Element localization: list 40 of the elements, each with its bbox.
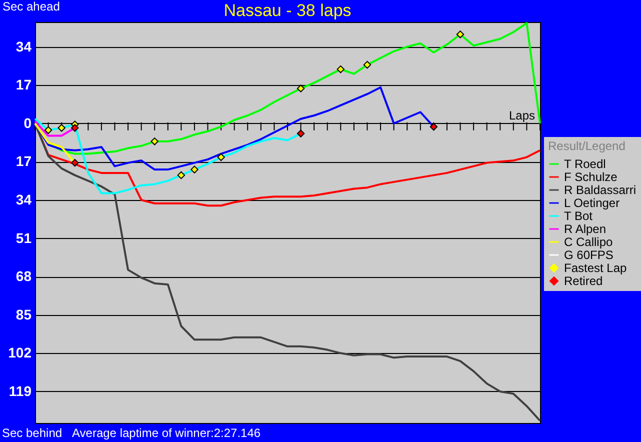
legend-label: T Roedl (564, 157, 606, 171)
point (217, 153, 225, 162)
y-tick-label: 17 (16, 153, 32, 170)
y-tick-label: 85 (16, 306, 32, 322)
legend-label: T Bot (564, 209, 594, 223)
point (150, 138, 158, 146)
point (456, 30, 464, 38)
y-tick-label: 17 (16, 76, 32, 93)
legend-label: Retired (564, 274, 603, 288)
point (44, 126, 52, 134)
legend-label: L Oetinger (564, 196, 620, 210)
point (71, 158, 79, 167)
legend-label: R Alpen (564, 222, 606, 236)
y-tick-label: 34 (16, 38, 32, 54)
y-tick-label: 51 (16, 230, 32, 246)
line-series (34, 122, 541, 422)
chart-title: Nassau - 38 laps (224, 1, 352, 20)
legend-label: Fastest Lap (564, 261, 628, 275)
y-tick-label: 0 (24, 114, 32, 131)
text: Average laptime of winner:2:27.146 (72, 426, 261, 440)
y-tick-label: 34 (16, 191, 32, 208)
point (177, 171, 186, 180)
point (363, 60, 372, 69)
y-tick-label: 102 (8, 344, 32, 361)
point (71, 124, 79, 132)
legend-label: C Callipo (564, 235, 614, 249)
point (58, 124, 66, 132)
text: Sec behind (2, 426, 62, 440)
legend-label: R Baldassarri (564, 183, 636, 197)
legend-title: Result/Legend (548, 139, 626, 153)
point (336, 65, 345, 74)
point (190, 166, 198, 174)
point (296, 130, 305, 138)
legend-label: G 60FPS (564, 248, 614, 262)
y-tick-label: 119 (8, 382, 32, 399)
point (296, 84, 305, 92)
y-axis-title: Sec ahead (2, 0, 60, 14)
y-tick-label: 68 (16, 268, 32, 284)
x-axis-title: Laps (508, 108, 535, 122)
legend-label: F Schulze (564, 170, 618, 184)
